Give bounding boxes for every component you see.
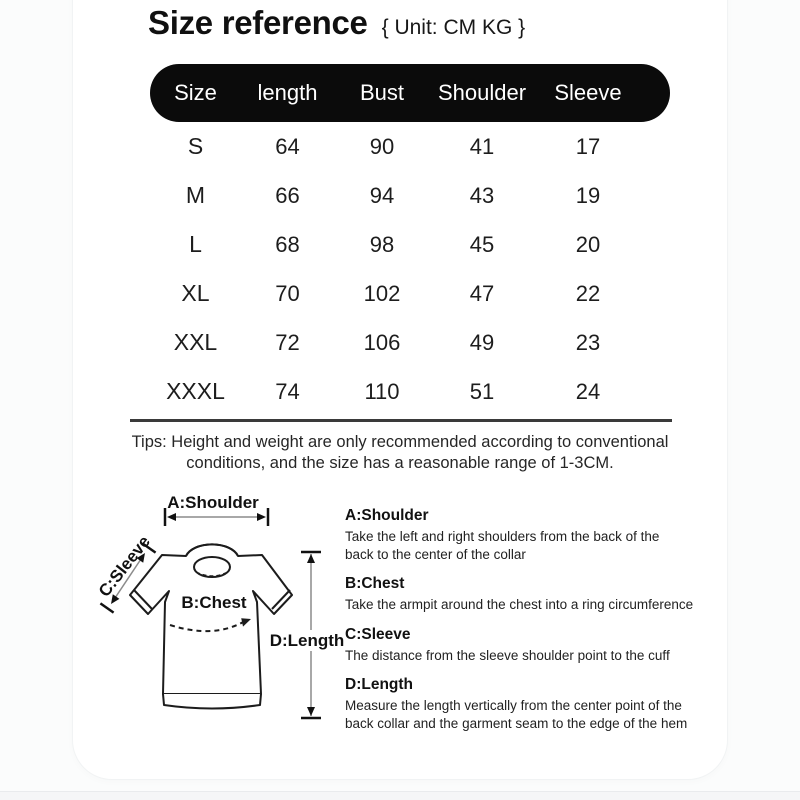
length-cell: 66 bbox=[275, 182, 300, 208]
arrowhead-down-icon bbox=[111, 594, 120, 604]
shoulder-cell: 45 bbox=[469, 231, 495, 257]
measure-guide: A:Shoulder Take the left and right shoul… bbox=[345, 507, 725, 732]
arrowhead-down-icon bbox=[307, 707, 315, 716]
tips-line-2: conditions, and the size has a reasonabl… bbox=[186, 454, 614, 472]
shoulder-cell: 47 bbox=[469, 280, 495, 306]
table-row-l: L 68 98 45 20 bbox=[150, 220, 642, 269]
sleeve-measure-tick-top bbox=[141, 542, 157, 554]
column-header-bust: Bust bbox=[359, 80, 405, 105]
guide-term: B:Chest bbox=[345, 575, 405, 592]
bust-cell: 98 bbox=[369, 231, 395, 257]
sleeve-measure-line bbox=[112, 555, 144, 602]
bust-cell: 90 bbox=[369, 133, 395, 159]
guide-term: C:Sleeve bbox=[345, 625, 411, 643]
sleeve-measure-tick-bottom bbox=[99, 602, 115, 614]
table-row-xxxl: XXXL 74 110 51 24 bbox=[150, 367, 642, 416]
tips-text: Tips: Height and weight are only recomme… bbox=[100, 432, 700, 474]
arrowhead-up-icon bbox=[136, 553, 145, 563]
table-bottom-divider bbox=[130, 419, 672, 422]
arrowhead-up-icon bbox=[307, 554, 315, 563]
length-cell: 70 bbox=[275, 280, 300, 306]
bust-cell: 110 bbox=[364, 378, 400, 404]
page-title: Size reference bbox=[148, 4, 368, 41]
table-row-xl: XL 70 102 47 22 bbox=[150, 269, 642, 318]
measure-guide-item-shoulder: A:Shoulder Take the left and right shoul… bbox=[345, 507, 725, 563]
table-row-m: M 66 94 43 19 bbox=[150, 171, 642, 220]
unit-note: { Unit: CM KG } bbox=[381, 16, 526, 39]
shoulder-cell: 41 bbox=[469, 133, 495, 159]
shoulder-measure-label: A:Shoulder bbox=[167, 493, 259, 512]
length-label-backdrop bbox=[268, 630, 346, 651]
column-header-size: Size bbox=[174, 80, 217, 105]
column-header-length: length bbox=[257, 80, 318, 105]
table-row-s: S 64 90 41 17 bbox=[150, 122, 642, 171]
bust-cell: 94 bbox=[369, 182, 395, 208]
measure-guide-item-chest: B:Chest Take the armpit around the chest… bbox=[345, 575, 725, 614]
size-cell: XXL bbox=[173, 329, 218, 355]
sleeve-cell: 20 bbox=[575, 231, 601, 257]
bust-cell: 106 bbox=[363, 329, 401, 355]
guide-description: Measure the length vertically from the c… bbox=[345, 698, 688, 731]
size-cell: XXXL bbox=[166, 378, 225, 404]
size-table-body: S 64 90 41 17 M 66 94 43 19 L 68 98 45 2… bbox=[150, 122, 670, 416]
size-cell: S bbox=[187, 133, 204, 159]
sleeve-cell: 22 bbox=[575, 280, 601, 306]
size-cell: M bbox=[185, 182, 206, 208]
guide-term: D:Length bbox=[345, 676, 414, 693]
measure-guide-item-sleeve: C:Sleeve The distance from the sleeve sh… bbox=[345, 626, 725, 665]
tshirt-outline bbox=[129, 543, 293, 710]
length-cell: 68 bbox=[275, 231, 300, 257]
column-header-sleeve: Sleeve bbox=[554, 80, 622, 105]
page-bottom-strip bbox=[0, 791, 800, 800]
arrowhead-right-icon bbox=[257, 513, 266, 521]
tshirt-measurement-diagram: A:Shoulder C:Sleeve bbox=[95, 493, 346, 720]
measure-guide-item-length: D:Length Measure the length vertically f… bbox=[345, 676, 725, 732]
collar-dashed-line bbox=[195, 571, 229, 577]
chest-measure-label: B:Chest bbox=[181, 593, 247, 612]
title-row: Size reference { Unit: CM KG } bbox=[148, 4, 525, 42]
sleeve-cell: 24 bbox=[575, 378, 601, 404]
shoulder-cell: 49 bbox=[469, 329, 495, 355]
size-table-header: Size length Bust Shoulder Sleeve bbox=[150, 64, 670, 122]
length-cell: 74 bbox=[275, 378, 300, 404]
shoulder-cell: 51 bbox=[469, 378, 495, 404]
guide-description: The distance from the sleeve shoulder po… bbox=[345, 647, 670, 663]
arrowhead-right-icon bbox=[241, 618, 251, 627]
arrowhead-left-icon bbox=[167, 513, 176, 521]
shoulder-cell: 43 bbox=[469, 182, 495, 208]
sleeve-cell: 17 bbox=[575, 133, 601, 159]
sleeve-cell: 23 bbox=[575, 329, 601, 355]
bust-cell: 102 bbox=[363, 280, 401, 306]
size-cell: XL bbox=[181, 280, 210, 306]
sleeve-cell: 19 bbox=[575, 182, 601, 208]
table-row-xxl: XXL 72 106 49 23 bbox=[150, 318, 642, 367]
guide-description: Take the left and right shoulders from t… bbox=[345, 529, 660, 562]
guide-term: A:Shoulder bbox=[345, 507, 429, 524]
length-measure-label: D:Length bbox=[270, 631, 345, 650]
column-header-shoulder: Shoulder bbox=[437, 80, 527, 105]
tips-line-1: Tips: Height and weight are only recomme… bbox=[131, 433, 669, 451]
size-cell: L bbox=[189, 231, 202, 257]
length-cell: 72 bbox=[275, 329, 300, 355]
length-cell: 64 bbox=[275, 133, 300, 159]
guide-description: Take the armpit around the chest into a … bbox=[345, 597, 694, 612]
